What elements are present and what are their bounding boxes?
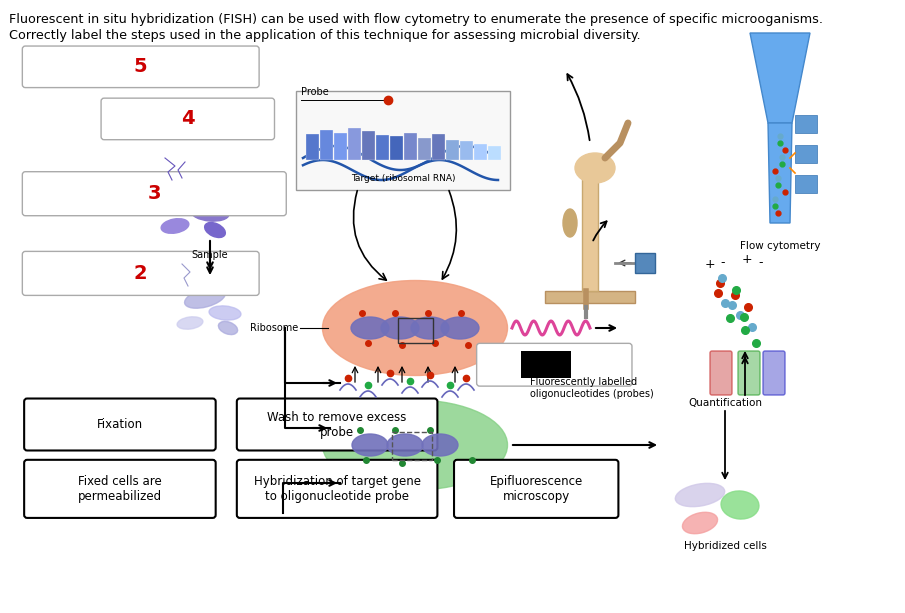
- Bar: [795, 145, 817, 163]
- Text: 5: 5: [134, 58, 148, 76]
- Bar: [404, 133, 417, 160]
- Text: Fluorescent in situ hybridization (FISH) can be used with flow cytometry to enum: Fluorescent in situ hybridization (FISH)…: [9, 13, 823, 26]
- Bar: [418, 137, 431, 160]
- Text: Hybridization of target gene
to oligonucleotide probe: Hybridization of target gene to oligonuc…: [253, 475, 421, 503]
- FancyBboxPatch shape: [237, 398, 437, 451]
- Bar: [545, 291, 635, 303]
- Bar: [392, 432, 432, 460]
- Text: Fixation: Fixation: [97, 418, 143, 431]
- Text: Probe: Probe: [301, 87, 329, 97]
- FancyBboxPatch shape: [763, 351, 785, 395]
- Bar: [398, 318, 433, 343]
- Ellipse shape: [411, 317, 449, 339]
- Text: Target (ribosomal RNA): Target (ribosomal RNA): [351, 174, 455, 183]
- FancyBboxPatch shape: [477, 343, 632, 386]
- Bar: [446, 140, 459, 160]
- Ellipse shape: [161, 219, 189, 234]
- Polygon shape: [750, 33, 810, 123]
- Ellipse shape: [682, 512, 718, 534]
- Ellipse shape: [387, 434, 423, 456]
- Ellipse shape: [191, 205, 229, 221]
- Ellipse shape: [352, 434, 388, 456]
- Text: -: -: [720, 256, 725, 269]
- FancyBboxPatch shape: [24, 460, 215, 518]
- Ellipse shape: [675, 483, 725, 507]
- Text: Sample: Sample: [192, 250, 228, 260]
- Bar: [460, 141, 473, 160]
- Text: 3: 3: [148, 185, 161, 203]
- Text: 4: 4: [181, 110, 195, 128]
- Bar: [432, 134, 445, 160]
- Ellipse shape: [205, 223, 225, 237]
- FancyBboxPatch shape: [24, 398, 215, 451]
- Text: +: +: [742, 253, 753, 266]
- Bar: [390, 136, 403, 160]
- FancyBboxPatch shape: [101, 98, 274, 140]
- Ellipse shape: [322, 400, 508, 490]
- Text: 2: 2: [134, 264, 148, 283]
- Bar: [635, 253, 655, 273]
- Ellipse shape: [422, 434, 458, 456]
- Ellipse shape: [167, 180, 213, 206]
- Ellipse shape: [177, 317, 203, 329]
- Polygon shape: [768, 123, 792, 223]
- Ellipse shape: [351, 317, 389, 339]
- Bar: [488, 146, 501, 160]
- Ellipse shape: [185, 287, 225, 308]
- Ellipse shape: [563, 209, 577, 237]
- Bar: [795, 115, 817, 133]
- Text: Epifluorescence
microscopy: Epifluorescence microscopy: [490, 475, 583, 503]
- Ellipse shape: [322, 281, 508, 376]
- Text: Flow cytometry: Flow cytometry: [739, 241, 820, 251]
- Text: Correctly label the steps used in the application of this technique for assessin: Correctly label the steps used in the ap…: [9, 29, 641, 42]
- Bar: [795, 175, 817, 193]
- Text: Ribosome: Ribosome: [250, 323, 298, 333]
- Text: 1: 1: [548, 356, 561, 374]
- Ellipse shape: [381, 317, 419, 339]
- FancyBboxPatch shape: [23, 251, 259, 295]
- FancyBboxPatch shape: [738, 351, 760, 395]
- Ellipse shape: [721, 491, 759, 519]
- Bar: [348, 128, 361, 160]
- FancyArrowPatch shape: [443, 191, 456, 279]
- Text: Quantification: Quantification: [688, 398, 762, 408]
- Ellipse shape: [218, 321, 238, 335]
- Bar: [521, 351, 571, 378]
- Bar: [306, 134, 319, 160]
- Ellipse shape: [209, 306, 241, 320]
- FancyBboxPatch shape: [296, 91, 510, 190]
- FancyArrowPatch shape: [354, 191, 386, 280]
- FancyBboxPatch shape: [237, 460, 437, 518]
- Bar: [320, 130, 333, 160]
- Bar: [334, 132, 347, 160]
- Bar: [376, 135, 389, 160]
- Text: +: +: [705, 258, 716, 271]
- Ellipse shape: [575, 153, 615, 183]
- FancyBboxPatch shape: [23, 172, 286, 216]
- FancyBboxPatch shape: [454, 460, 618, 518]
- Bar: [362, 131, 375, 160]
- Ellipse shape: [441, 317, 479, 339]
- Text: -: -: [758, 256, 763, 269]
- FancyBboxPatch shape: [23, 46, 259, 88]
- Text: Wash to remove excess
probe: Wash to remove excess probe: [267, 411, 407, 438]
- Text: Hybridized cells: Hybridized cells: [683, 541, 767, 551]
- Text: Fluorescently labelled
oligonucleotides (probes): Fluorescently labelled oligonucleotides …: [530, 377, 653, 399]
- Text: Fixed cells are
permeabilized: Fixed cells are permeabilized: [78, 475, 162, 503]
- FancyBboxPatch shape: [710, 351, 732, 395]
- Bar: [582, 171, 598, 291]
- Bar: [474, 144, 487, 160]
